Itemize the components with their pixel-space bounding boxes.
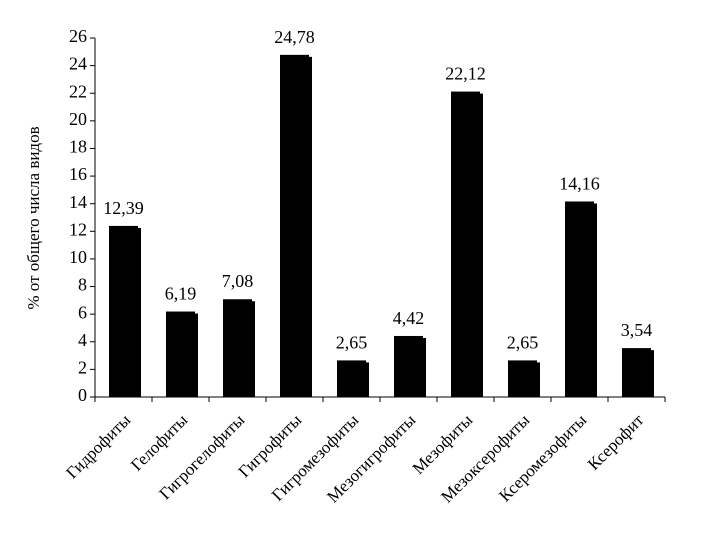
y-tick-label: 26: [69, 26, 87, 46]
bar: [622, 348, 651, 397]
bar: [166, 311, 195, 397]
bar-shadow: [423, 337, 426, 397]
y-axis-title: % от общего числа видов: [24, 126, 43, 309]
y-tick-label: 2: [78, 358, 87, 378]
data-label: 12,39: [103, 198, 144, 218]
x-ticks: [94, 397, 666, 402]
y-tick-label: 20: [69, 109, 87, 129]
bar: [280, 54, 309, 397]
data-label: 22,12: [445, 64, 486, 84]
data-label: 14,16: [559, 173, 600, 193]
y-tick-label: 8: [78, 275, 87, 295]
y-tick-label: 0: [78, 385, 87, 405]
bar-shadow: [309, 56, 312, 397]
y-tick-label: 4: [78, 330, 87, 350]
bar: [394, 335, 423, 397]
bar-shadow: [537, 362, 540, 397]
y-tick-label: 22: [69, 81, 87, 101]
bar-shadow: [651, 350, 654, 397]
category-label: Ксерофит: [584, 410, 648, 474]
bars: [109, 54, 654, 397]
y-tick-label: 10: [69, 247, 87, 267]
bar: [109, 225, 138, 397]
bar-shadow: [195, 313, 198, 397]
y-tick-label: 12: [69, 219, 87, 239]
y-tick-label: 16: [69, 164, 87, 184]
bar-shadow: [594, 203, 597, 397]
bar-shadow: [366, 362, 369, 397]
y-tick-label: 14: [69, 192, 87, 212]
data-label: 7,08: [222, 271, 254, 291]
data-label: 2,65: [507, 332, 539, 352]
bar-shadow: [138, 227, 141, 397]
category-labels: ГидрофитыГелофитыГигрогелофитыГигрофитыГ…: [62, 410, 647, 506]
y-tick-label: 6: [78, 302, 87, 322]
bar: [508, 360, 537, 397]
bar-shadow: [252, 301, 255, 397]
bar-shadow: [480, 93, 483, 397]
category-label: Гидрофиты: [62, 410, 134, 482]
data-label: 4,42: [393, 308, 425, 328]
bar: [451, 91, 480, 397]
data-label: 6,19: [165, 284, 197, 304]
data-labels: 12,39 6,19 7,08 24,78 2,65 4,42 22,12 2,65 14,16…: [103, 27, 652, 353]
bar: [337, 360, 366, 397]
data-label: 24,78: [274, 27, 315, 47]
y-tick-label: 18: [69, 137, 87, 157]
bar: [223, 299, 252, 397]
y-tick-label: 24: [69, 54, 87, 74]
data-label: 3,54: [621, 320, 653, 340]
bar: [565, 201, 594, 397]
data-label: 2,65: [336, 332, 368, 352]
